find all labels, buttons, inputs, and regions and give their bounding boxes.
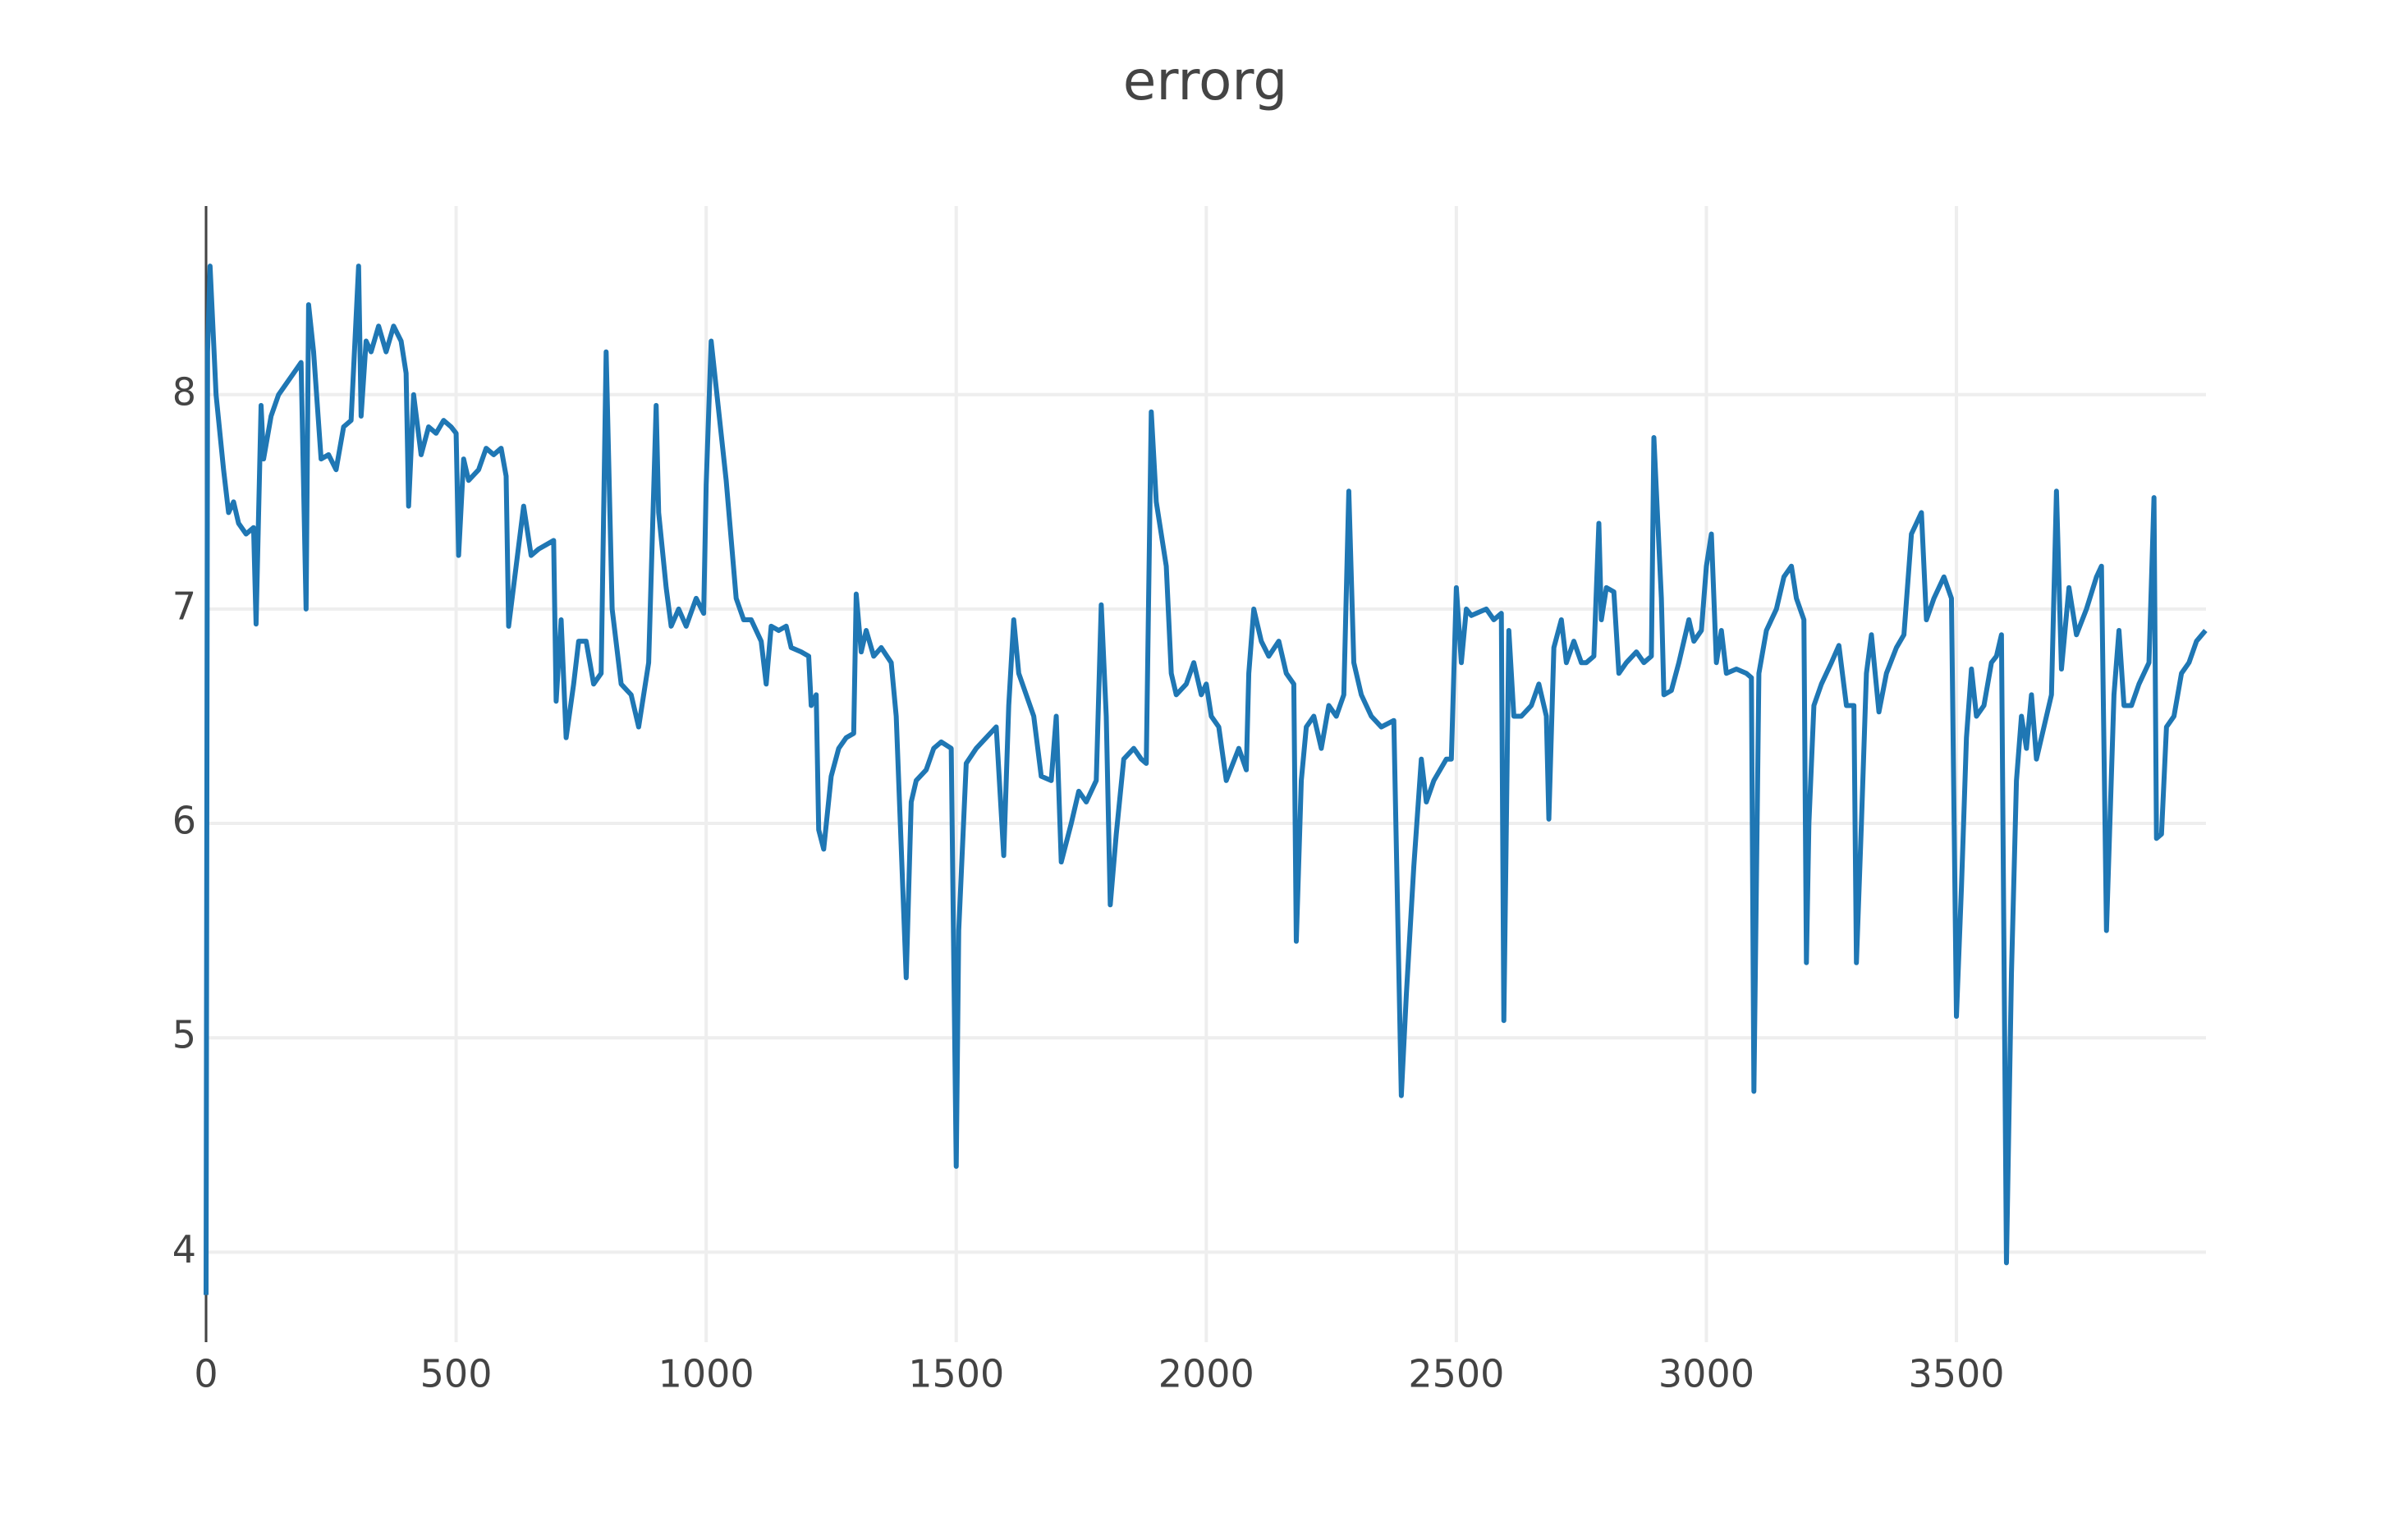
x-tick-label: 3000 bbox=[1658, 1352, 1754, 1396]
x-tick-label: 0 bbox=[194, 1352, 218, 1396]
y-tick-label: 6 bbox=[172, 799, 196, 843]
y-tick-label: 7 bbox=[172, 584, 196, 628]
x-tick-label: 500 bbox=[420, 1352, 493, 1396]
x-tick-label: 2500 bbox=[1408, 1352, 1504, 1396]
y-tick-label: 8 bbox=[172, 369, 196, 414]
x-tick-label: 3500 bbox=[1908, 1352, 2004, 1396]
y-tick-label: 5 bbox=[172, 1013, 196, 1057]
y-tick-label: 4 bbox=[172, 1227, 196, 1272]
x-tick-label: 1500 bbox=[908, 1352, 1004, 1396]
data-line bbox=[204, 264, 2208, 1295]
chart-title: errorg bbox=[1123, 49, 1288, 112]
x-tick-label: 1000 bbox=[658, 1352, 754, 1396]
x-tick-label: 2000 bbox=[1158, 1352, 1254, 1396]
